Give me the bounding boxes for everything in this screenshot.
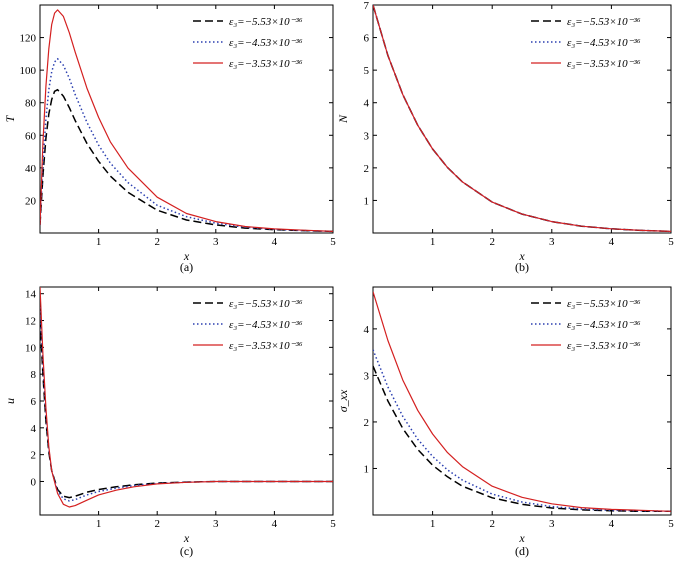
x-axis-label: x: [518, 531, 525, 545]
legend-label-1: ε₃=−5.53×10⁻³⁶: [567, 16, 641, 28]
y-tick-label: 60: [25, 130, 37, 142]
chart-panel-b: 1 2 3 4 5 1 2 3 4 5 6 7 x N (b) ε₃=−5.53×10⁻³⁶ ε₃=−4.53×…: [336, 0, 674, 274]
y-tick-label: 0: [31, 476, 37, 488]
series-line-1: [40, 88, 333, 233]
x-tick-label: 1: [96, 236, 102, 248]
legend-label-3: ε₃=−3.53×10⁻³⁶: [567, 58, 641, 70]
panel-label: (a): [180, 260, 193, 274]
legend-label-3: ε₃=−3.53×10⁻³⁶: [567, 340, 641, 352]
x-axis-label: x: [183, 249, 190, 263]
x-tick-label: 5: [668, 236, 674, 248]
legend-label-2: ε₃=−4.53×10⁻³⁶: [229, 37, 303, 49]
panel-label: (d): [515, 544, 529, 558]
series-line-3: [373, 5, 671, 232]
plot-frame: [372, 4, 672, 234]
y-tick-label: 40: [25, 163, 37, 175]
y-tick-label: 7: [364, 0, 370, 12]
x-tick-label: 5: [668, 518, 674, 530]
legend-label-1: ε₃=−5.53×10⁻³⁶: [229, 16, 303, 28]
y-tick-label: 2: [364, 417, 370, 429]
y-tick-label: 2: [31, 450, 37, 462]
y-axis-label: σ_xx: [336, 389, 350, 412]
plot-frame: [39, 4, 334, 234]
y-tick-label: 4: [31, 423, 37, 435]
y-tick-label: 6: [31, 396, 37, 408]
x-tick-label: 1: [430, 236, 436, 248]
y-tick-label: 80: [25, 98, 37, 110]
y-tick-label: 10: [25, 342, 37, 354]
series-line-1: [373, 365, 671, 513]
legend-label-2: ε₃=−4.53×10⁻³⁶: [229, 319, 303, 331]
y-tick-label: 1: [364, 195, 370, 207]
y-tick-label: 6: [364, 33, 370, 45]
x-tick-label: 5: [330, 236, 336, 248]
chart-panel-c: 1 2 3 4 502468101214xu(c)ε₃=−5.53×10⁻³⁶ε₃=−4…: [3, 286, 336, 558]
x-tick-label: 2: [154, 518, 160, 530]
y-tick-label: 3: [364, 370, 370, 382]
series-line-2: [40, 57, 333, 233]
y-tick-label: 4: [364, 98, 370, 110]
y-tick-label: 8: [31, 369, 37, 381]
x-tick-label: 1: [430, 518, 436, 530]
y-tick-label: 14: [25, 289, 37, 301]
x-tick-label: 2: [489, 236, 495, 248]
x-tick-label: 2: [489, 518, 495, 530]
y-tick-label: 20: [25, 195, 37, 207]
legend-label-1: ε₃=−5.53×10⁻³⁶: [229, 298, 303, 310]
y-tick-label: 3: [364, 130, 370, 142]
legend-label-1: ε₃=−5.53×10⁻³⁶: [567, 298, 641, 310]
x-tick-label: 4: [609, 236, 615, 248]
series-line-3: [40, 287, 333, 508]
y-axis-label: u: [3, 398, 17, 404]
x-tick-label: 4: [272, 236, 278, 248]
x-tick-label: 3: [549, 236, 555, 248]
x-tick-label: 3: [549, 518, 555, 530]
y-tick-label: 120: [20, 33, 37, 45]
chart-panel-d: 1 2 3 4 5 1 2 3 4 x σ_xx (d) ε₃=−5.53×10⁻³⁶ ε₃=−4.53×…: [336, 286, 674, 558]
series-line-2: [373, 349, 671, 513]
y-axis-label: T: [3, 114, 17, 122]
panel-label: (c): [180, 544, 193, 558]
y-tick-label: 4: [364, 324, 370, 336]
y-tick-label: 12: [25, 316, 36, 328]
legend-label-2: ε₃=−4.53×10⁻³⁶: [567, 319, 641, 331]
series-line-2: [40, 307, 333, 502]
x-axis-label: x: [518, 249, 525, 263]
x-tick-label: 5: [330, 518, 336, 530]
x-tick-label: 4: [272, 518, 278, 530]
y-tick-label: 1: [364, 463, 370, 475]
x-axis-label: x: [183, 531, 190, 545]
y-tick-label: 2: [364, 163, 370, 175]
plot-frame: [372, 286, 672, 516]
y-tick-label: 100: [20, 65, 37, 77]
x-tick-label: 1: [96, 518, 102, 530]
panel-label: (b): [515, 260, 529, 274]
y-axis-label: N: [336, 114, 350, 124]
series-line-3: [40, 9, 333, 232]
series-line-3: [373, 291, 671, 512]
legend-label-2: ε₃=−4.53×10⁻³⁶: [567, 37, 641, 49]
legend-label-3: ε₃=−3.53×10⁻³⁶: [229, 340, 303, 352]
legend-label-3: ε₃=−3.53×10⁻³⁶: [229, 58, 303, 70]
chart-panel-a: 1 2 3 4 5 20 40 60 80 100 120 x T (a) ε₃=−5.53×10⁻³⁶ ε₃…: [3, 4, 336, 274]
x-tick-label: 4: [609, 518, 615, 530]
x-tick-label: 2: [154, 236, 160, 248]
x-tick-label: 3: [213, 518, 219, 530]
x-tick-label: 3: [213, 236, 219, 248]
y-tick-label: 5: [364, 65, 370, 77]
